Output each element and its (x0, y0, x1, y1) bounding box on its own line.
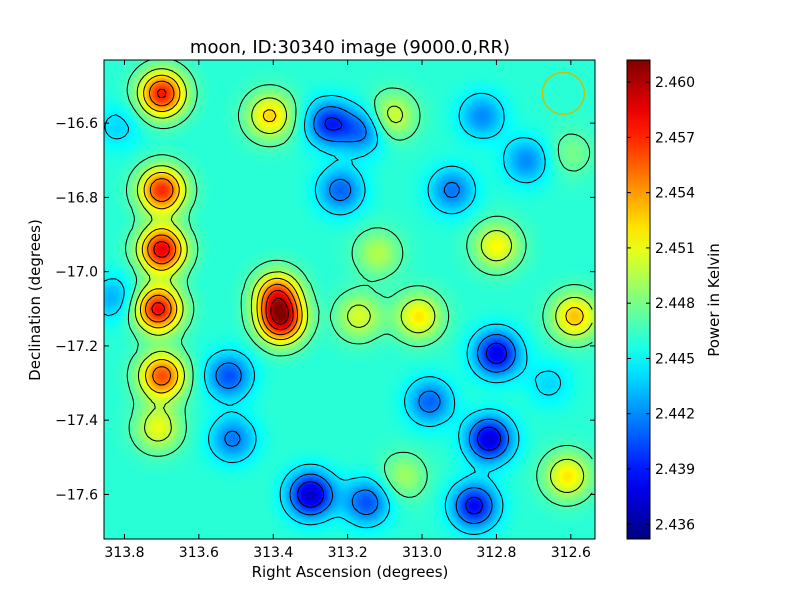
contour-level (103, 92, 562, 535)
colorbar-tick: 2.451 (627, 241, 695, 257)
x-tick-label: 313.8 (104, 545, 144, 561)
plot-area (103, 59, 596, 540)
colorbar-tick-label: 2.460 (655, 75, 695, 91)
colorbar-label: Power in Kelvin (705, 243, 723, 357)
colorbar-tick-label: 2.451 (655, 241, 695, 257)
contour-lines (103, 59, 593, 535)
colorbar-tick-label: 2.442 (655, 407, 695, 423)
x-tick-label: 313.6 (179, 545, 219, 561)
heatmap-image (104, 60, 595, 539)
colorbar-tick-label: 2.448 (655, 296, 695, 312)
y-tick: −16.8 (55, 190, 595, 206)
x-tick-label: 312.6 (551, 545, 591, 561)
x-tick: 312.6 (551, 60, 591, 561)
y-tick-label: −17.0 (55, 265, 98, 281)
y-tick-label: −17.2 (55, 339, 98, 355)
y-tick: −17.0 (55, 265, 595, 281)
colorbar-ticks: 2.460 2.457 2.454 2.451 2.448 2.445 2.442 2.439… (627, 75, 695, 533)
y-tick-label: −16.8 (55, 190, 98, 206)
colorbar-tick: 2.439 (627, 462, 695, 478)
x-axis-label: Right Ascension (degrees) (252, 563, 449, 581)
x-tick-label: 313.2 (328, 545, 368, 561)
colorbar-tick-label: 2.457 (655, 130, 695, 146)
chart-title: moon, ID:30340 image (9000.0,RR) (190, 37, 510, 58)
y-tick: −17.4 (55, 413, 595, 429)
colorbar-tick: 2.442 (627, 407, 695, 423)
contour-level (125, 59, 593, 507)
y-axis: −16.6 −16.8 −17.0 −17.2 −17.4 −17.6 (55, 116, 595, 503)
y-tick: −17.6 (55, 487, 595, 503)
colorbar-tick-label: 2.445 (655, 351, 695, 367)
y-axis-label: Declination (degrees) (26, 219, 44, 381)
contour-level (139, 74, 584, 394)
y-tick: −16.6 (55, 116, 595, 132)
x-tick: 313.8 (104, 60, 145, 561)
plot-frame (103, 59, 596, 540)
x-tick-label: 313.0 (402, 545, 442, 561)
x-tick-label: 312.8 (476, 545, 516, 561)
contour-level (215, 106, 516, 524)
contour-level (134, 68, 593, 493)
beam-marker (541, 71, 586, 116)
y-tick: −17.2 (55, 339, 595, 355)
contour-level (151, 88, 294, 331)
x-tick: 312.8 (476, 60, 516, 561)
x-tick: 313.0 (402, 60, 442, 561)
colorbar: 2.460 2.457 2.454 2.451 2.448 2.445 2.442 2.439… (626, 59, 723, 540)
colorbar-scale (626, 59, 651, 540)
contour-level (145, 80, 298, 386)
colorbar-tick-label: 2.436 (655, 517, 695, 533)
colorbar-tick-label: 2.439 (655, 462, 695, 478)
contour-level (270, 297, 289, 325)
colorbar-tick: 2.448 (627, 296, 695, 312)
colorbar-tick-label: 2.454 (655, 186, 695, 202)
colorbar-tick: 2.454 (627, 186, 695, 202)
colorbar-tick: 2.445 (627, 351, 695, 367)
colorbar-tick: 2.457 (627, 130, 695, 146)
y-tick-label: −17.4 (55, 413, 98, 429)
x-tick-label: 313.4 (253, 545, 293, 561)
x-tick: 313.6 (179, 60, 219, 561)
contour-level (297, 117, 507, 515)
y-tick-label: −17.6 (55, 487, 98, 503)
x-tick: 313.4 (253, 60, 293, 561)
colorbar-tick: 2.460 (627, 75, 695, 91)
colorbar-tick: 2.436 (627, 517, 695, 533)
x-axis: 313.8 313.6 313.4 313.2 313.0 312.8 312.6 (104, 60, 591, 561)
y-tick-label: −16.6 (55, 116, 98, 132)
x-tick: 313.2 (328, 60, 368, 561)
